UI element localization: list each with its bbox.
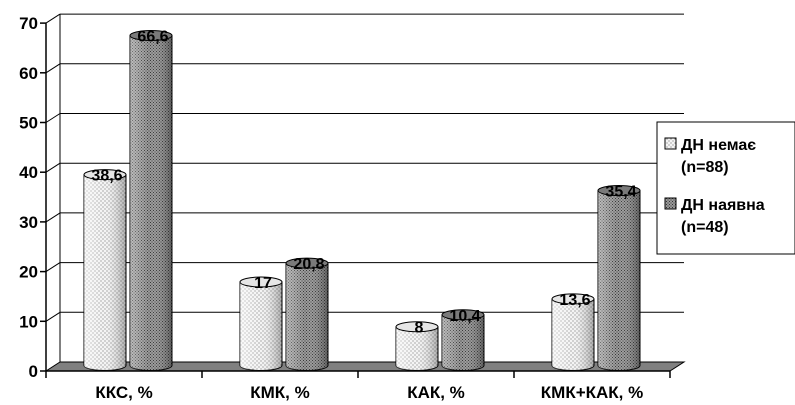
bar-top — [597, 185, 641, 197]
x-tick-label: ККС, % — [95, 383, 152, 402]
data-label: 35,4 — [605, 184, 636, 201]
data-label: 66,6 — [137, 28, 168, 45]
bar — [83, 169, 127, 371]
bar-top — [239, 276, 283, 288]
bar-top — [395, 321, 439, 333]
legend-box — [656, 121, 795, 255]
bar-shading — [598, 190, 640, 371]
y-tick-label: 20 — [19, 263, 38, 282]
x-tick-label: КМК, % — [250, 383, 309, 402]
legend-label: (n=48) — [681, 219, 729, 236]
data-label: 13,6 — [559, 292, 590, 309]
legend-label: ДН наявна — [681, 197, 765, 214]
bar-shading — [286, 263, 328, 371]
bar — [551, 293, 595, 371]
bars — [83, 29, 641, 371]
legend-swatch — [664, 137, 677, 150]
bar-shading — [442, 314, 484, 371]
legend-label: ДН немає — [681, 137, 756, 154]
data-label: 10,4 — [449, 308, 480, 325]
gridline-depth — [45, 311, 61, 322]
gridline-depth — [45, 212, 61, 223]
data-label: 38,6 — [91, 168, 122, 185]
legend-label: (n=88) — [681, 159, 729, 176]
data-label: 8 — [415, 320, 424, 337]
axes: 0 10 20 30 40 50 60 70 ККС, % КМК, % КАК, % КМК+КАК… — [19, 14, 671, 402]
data-labels: 38,6 66,6 17 20,8 8 10,4 13,6 35,4 — [91, 28, 636, 336]
bar-top — [441, 309, 485, 321]
x-tick-label: КАК, % — [407, 383, 465, 402]
bar-shading — [396, 326, 438, 371]
bar — [597, 185, 641, 371]
bar-top — [129, 29, 173, 41]
gridline-depth — [45, 113, 61, 123]
gridline-depth — [45, 162, 61, 173]
bar-top — [551, 293, 595, 305]
data-label: 20,8 — [293, 256, 324, 273]
x-tick-label: КМК+КАК, % — [541, 383, 643, 402]
legend: ДН немає (n=88) ДН наявна (n=48) — [656, 121, 795, 255]
gridline-depth — [45, 63, 61, 74]
y-tick-label: 10 — [19, 312, 38, 331]
bar-shading — [552, 298, 594, 371]
y-tick-label: 0 — [29, 362, 38, 381]
bar — [129, 29, 173, 371]
y-tick-label: 50 — [19, 114, 38, 133]
gridline-depth — [45, 262, 61, 273]
data-label: 17 — [254, 275, 272, 292]
y-tick-label: 60 — [19, 64, 38, 83]
bar — [441, 309, 485, 371]
gridline-depth — [45, 13, 61, 24]
bar-shading — [240, 282, 282, 371]
legend-swatch — [664, 197, 677, 210]
y-tick-label: 40 — [19, 163, 38, 182]
y-tick-label: 70 — [19, 14, 38, 33]
bar-shading — [130, 35, 172, 371]
bar-top — [285, 257, 329, 269]
y-tick-label: 30 — [19, 213, 38, 232]
bar — [285, 257, 329, 371]
bar — [395, 321, 439, 371]
bar-shading — [84, 174, 126, 371]
bar-top — [83, 169, 127, 181]
bar — [239, 276, 283, 371]
